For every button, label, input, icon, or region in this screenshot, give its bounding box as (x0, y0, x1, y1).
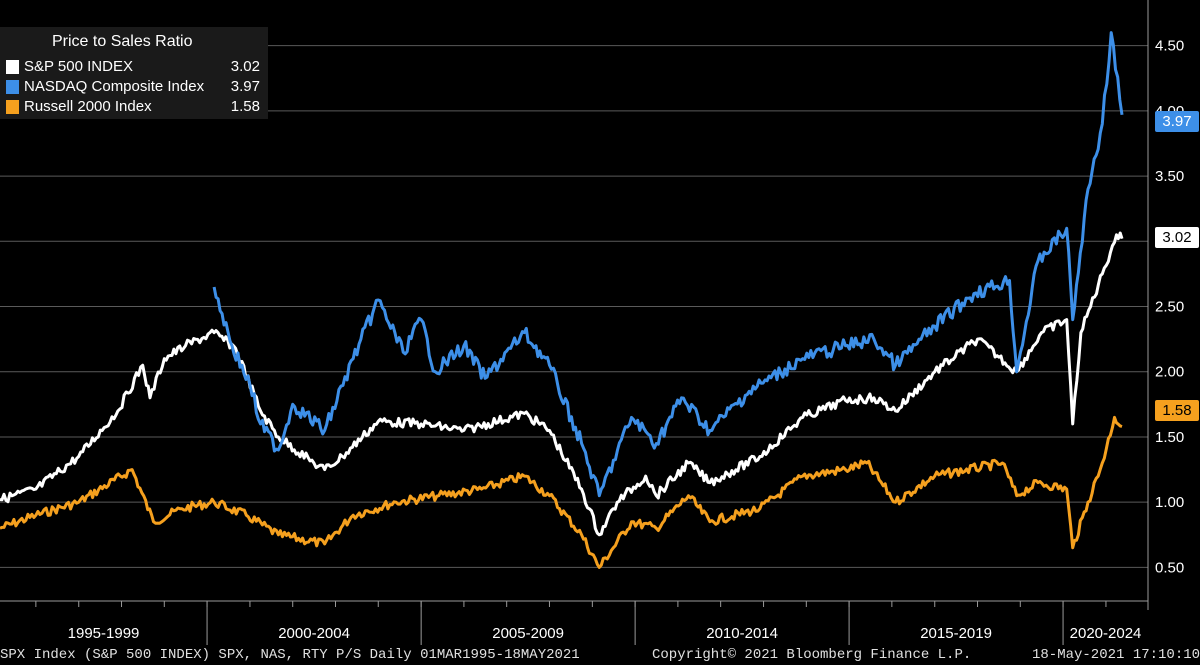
series-line-russell (0, 415, 1123, 569)
x-tick-label: 2015-2019 (920, 625, 992, 642)
legend-item-nasdaq: NASDAQ Composite Index 3.97 (4, 78, 266, 96)
legend-swatch-nasdaq (6, 80, 19, 94)
legend-label-nasdaq: NASDAQ Composite Index (24, 78, 205, 95)
y-tick-label: 3.50 (1155, 168, 1184, 185)
chart-title: Price to Sales Ratio (52, 33, 193, 50)
legend-swatch-spx (6, 60, 19, 74)
y-tick-label: 2.00 (1155, 364, 1184, 381)
last-value-tag-spx: 3.02 (1155, 227, 1199, 248)
last-value-tag-russell: 1.58 (1155, 400, 1199, 421)
y-tick-label: 0.50 (1155, 559, 1184, 576)
axes: 0.501.001.502.002.503.003.504.004.501995… (0, 0, 1184, 645)
gridlines (0, 45, 1148, 568)
footer-copyright: Copyright© 2021 Bloomberg Finance L.P. (652, 647, 972, 663)
x-tick-label: 2020-2024 (1070, 625, 1142, 642)
legend-label-spx: S&P 500 INDEX (24, 58, 133, 75)
series-lines (0, 31, 1124, 569)
x-tick-label: 2000-2004 (278, 625, 350, 642)
y-tick-label: 4.50 (1155, 38, 1184, 55)
legend-value-russell: 1.58 (230, 98, 260, 115)
y-tick-label: 2.50 (1155, 299, 1184, 316)
footer-timestamp: 18-May-2021 17:10:10 (1032, 647, 1200, 663)
series-line-nasdaq (212, 31, 1124, 498)
x-tick-label: 1995-1999 (68, 625, 140, 642)
y-tick-label: 1.50 (1155, 429, 1184, 446)
legend-value-spx: 3.02 (230, 58, 260, 75)
series-line-spx (0, 231, 1124, 537)
y-tick-label: 1.00 (1155, 494, 1184, 511)
last-value-tag-nasdaq: 3.97 (1155, 111, 1199, 132)
x-tick-label: 2005-2009 (492, 625, 564, 642)
legend-value-nasdaq: 3.97 (230, 78, 260, 95)
legend-label-russell: Russell 2000 Index (24, 98, 152, 115)
chart-legend: Price to Sales Ratio S&P 500 INDEX 3.02 … (0, 27, 268, 119)
legend-item-spx: S&P 500 INDEX 3.02 (4, 58, 266, 76)
legend-swatch-russell (6, 100, 19, 114)
legend-item-russell: Russell 2000 Index 1.58 (4, 98, 266, 116)
x-tick-label: 2010-2014 (706, 625, 778, 642)
footer-description: SPX Index (S&P 500 INDEX) SPX, NAS, RTY … (0, 647, 580, 663)
